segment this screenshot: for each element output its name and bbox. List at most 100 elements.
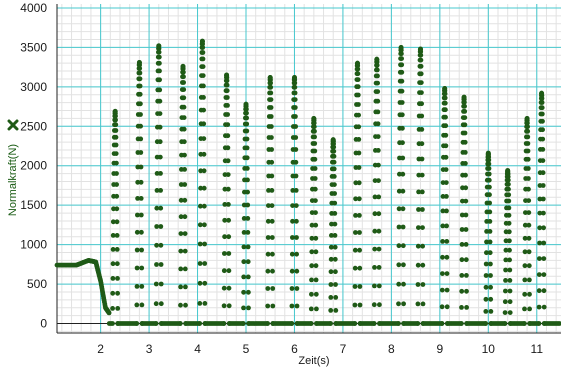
data-point	[294, 303, 300, 309]
data-point	[312, 141, 318, 146]
data-point	[156, 54, 162, 60]
data-point	[375, 80, 380, 86]
data-point	[157, 60, 162, 66]
data-point	[355, 84, 361, 90]
data-point	[539, 100, 545, 105]
data-point	[182, 152, 187, 158]
data-point	[328, 256, 334, 262]
data-point	[197, 301, 203, 306]
data-point	[372, 228, 378, 234]
data-point	[488, 273, 493, 278]
data-point	[200, 38, 205, 44]
data-point	[309, 249, 315, 255]
series-marker-x-icon[interactable]	[7, 119, 19, 131]
data-point	[312, 128, 317, 134]
data-point	[309, 222, 315, 228]
data-point	[333, 295, 339, 300]
data-point	[182, 182, 188, 187]
data-point	[375, 109, 381, 115]
data-point	[399, 100, 405, 105]
data-point	[313, 198, 318, 204]
data-point	[115, 306, 121, 311]
data-point	[415, 301, 421, 307]
data-point	[312, 148, 318, 154]
data-point	[293, 203, 299, 209]
data-point	[224, 82, 230, 88]
data-point	[197, 241, 203, 247]
y-axis-label: Normalkraft(N)	[7, 144, 19, 216]
data-point	[464, 305, 469, 310]
data-point	[201, 83, 206, 89]
data-point	[357, 302, 363, 308]
data-point	[398, 45, 404, 50]
data-point	[444, 223, 449, 229]
data-point	[419, 101, 424, 107]
data-point	[401, 262, 406, 268]
data-point	[182, 197, 188, 203]
data-point	[524, 116, 530, 121]
data-point	[269, 188, 275, 193]
data-point	[541, 240, 547, 246]
data-point	[464, 288, 469, 294]
data-point	[241, 305, 246, 311]
data-point	[502, 299, 508, 305]
data-point	[292, 90, 298, 96]
data-point	[134, 302, 140, 308]
data-point	[157, 98, 163, 104]
data-point	[459, 288, 465, 294]
data-point	[329, 233, 334, 238]
data-point	[113, 117, 118, 123]
data-point	[355, 77, 361, 82]
data-point	[268, 90, 274, 96]
data-point	[371, 321, 377, 326]
data-point	[420, 225, 425, 231]
data-point	[486, 161, 492, 167]
data-point	[506, 212, 512, 218]
data-point	[225, 172, 231, 178]
data-point	[506, 181, 511, 187]
data-point	[153, 321, 159, 326]
data-point	[135, 196, 141, 201]
data-point	[183, 302, 188, 308]
data-point	[376, 265, 382, 270]
data-point	[503, 257, 509, 263]
data-point	[225, 145, 231, 151]
data-point	[270, 286, 276, 291]
data-point	[225, 186, 231, 192]
data-point	[226, 202, 231, 207]
data-point	[356, 112, 361, 118]
data-point	[182, 167, 188, 172]
data-point	[525, 156, 531, 162]
data-point	[462, 122, 468, 128]
data-point	[269, 135, 274, 140]
data-point	[110, 290, 116, 296]
data-point	[182, 266, 188, 272]
data-point	[525, 134, 531, 140]
data-point	[158, 205, 164, 211]
data-point	[113, 142, 119, 148]
data-point	[443, 107, 448, 113]
data-point	[486, 166, 492, 171]
data-point	[139, 302, 145, 308]
data-point	[137, 76, 143, 82]
data-point	[487, 200, 492, 206]
data-point	[414, 321, 420, 326]
data-point	[180, 63, 186, 69]
data-point	[226, 251, 232, 256]
data-point	[507, 288, 513, 294]
data-point	[201, 136, 207, 142]
data-point	[537, 225, 543, 231]
data-point	[138, 112, 143, 117]
data-point	[463, 161, 468, 166]
data-point	[183, 284, 188, 290]
data-point	[459, 212, 465, 218]
data-point	[526, 176, 531, 181]
data-point	[225, 122, 231, 127]
y-tick-labels: 0 500 1000 1500 2000 2500 3000 3500 4000	[20, 1, 47, 331]
data-point	[372, 246, 378, 252]
data-point	[113, 151, 119, 157]
data-point	[396, 188, 402, 194]
data-point	[292, 75, 297, 80]
data-point	[156, 43, 162, 49]
data-point	[269, 159, 275, 165]
